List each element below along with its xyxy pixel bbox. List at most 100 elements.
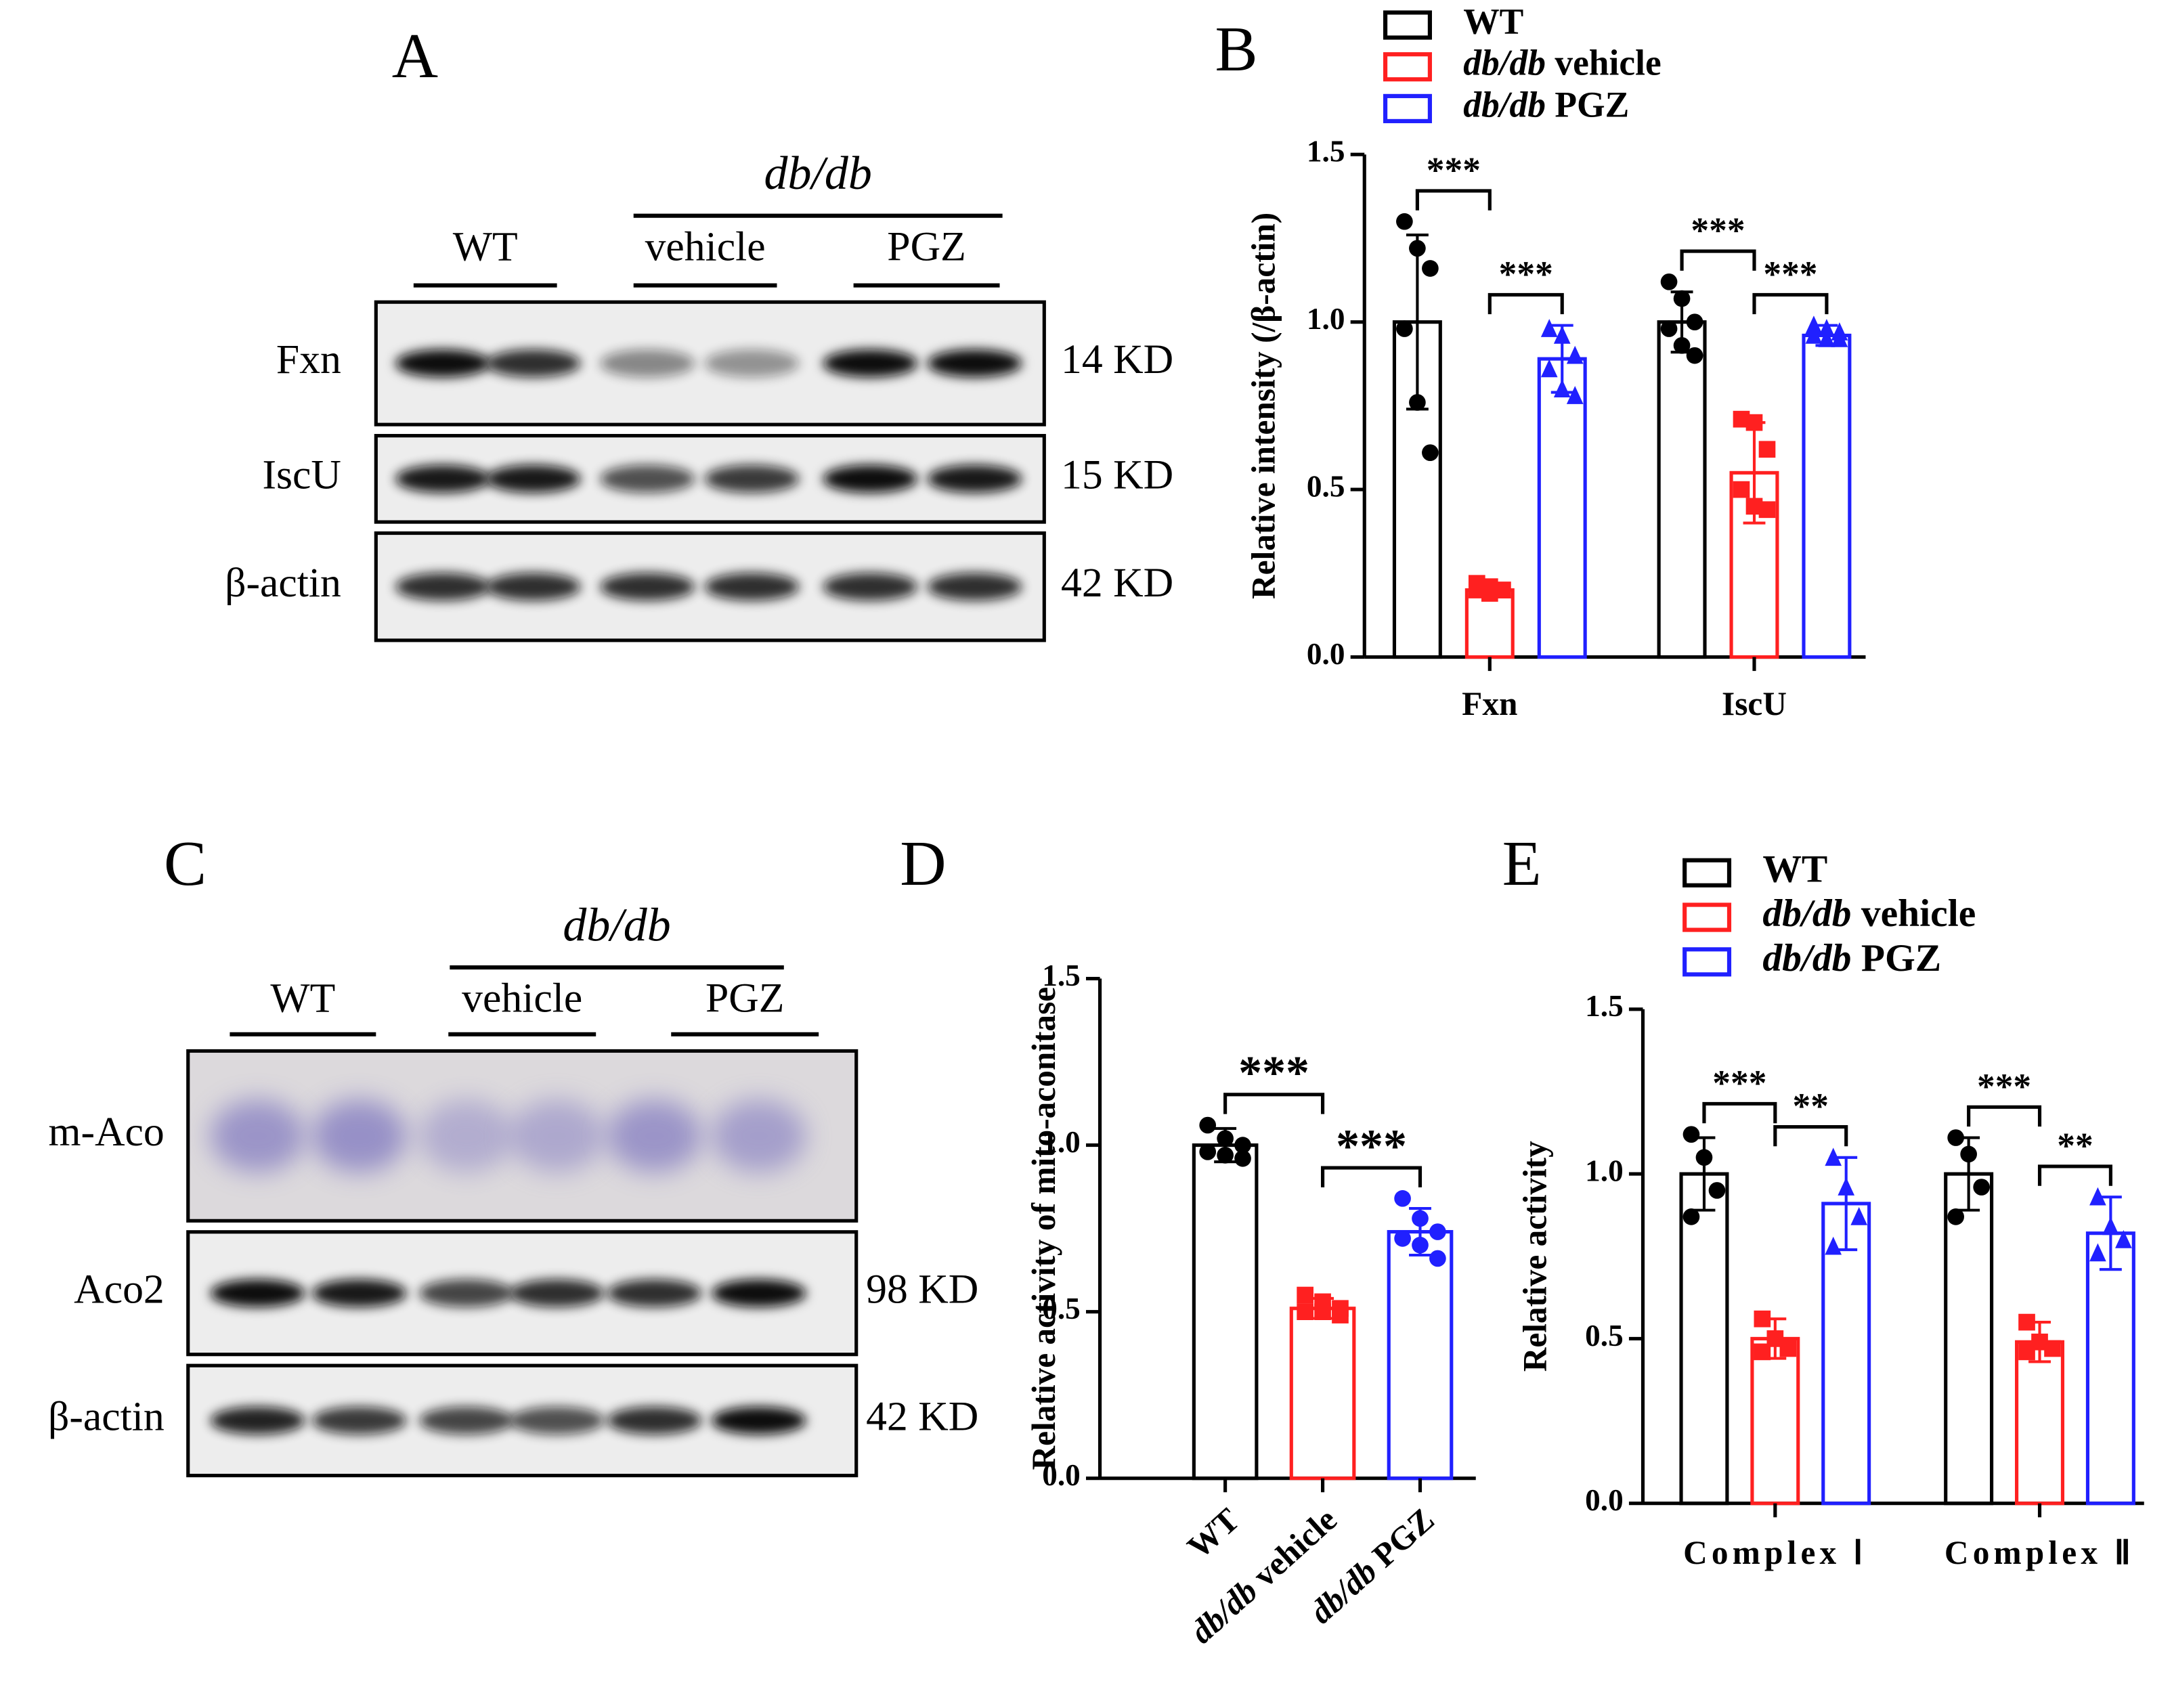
lane-group-label: vehicle xyxy=(645,223,766,269)
data-point xyxy=(1733,481,1750,498)
bar xyxy=(1192,1143,1259,1481)
data-point xyxy=(1818,329,1836,347)
significance-bracket xyxy=(1680,249,1756,271)
data-point xyxy=(1947,1129,1964,1146)
bar xyxy=(1387,1229,1454,1481)
data-point xyxy=(1947,1208,1964,1225)
data-point xyxy=(1494,582,1511,598)
data-point xyxy=(1409,240,1426,257)
row-label: β-actin xyxy=(48,1394,165,1440)
data-point xyxy=(1553,326,1571,344)
blot-band xyxy=(607,1099,702,1173)
y-tick-label: 0.0 xyxy=(1307,637,1345,671)
legend-swatch xyxy=(1682,947,1732,977)
blot-band xyxy=(927,349,1022,378)
significance-label: *** xyxy=(1427,150,1481,191)
data-point xyxy=(1660,320,1678,337)
data-point xyxy=(1409,394,1426,411)
y-tick-label: 1.5 xyxy=(1585,989,1624,1023)
blot-band xyxy=(311,1279,407,1307)
bar xyxy=(1289,1307,1356,1481)
data-point xyxy=(1745,414,1763,431)
x-tick-label: WT xyxy=(1180,1501,1246,1566)
data-point xyxy=(1805,326,1823,344)
blot-band xyxy=(823,464,918,493)
significance-bracket xyxy=(1320,1166,1422,1187)
data-point xyxy=(2018,1313,2035,1331)
x-tick-label: Fxn xyxy=(1462,685,1517,722)
blot-band xyxy=(311,1406,407,1435)
data-point xyxy=(1566,386,1584,404)
blot-band xyxy=(509,1406,605,1435)
legend-swatch xyxy=(1682,902,1732,932)
data-point xyxy=(1422,444,1439,462)
group-label: db/db xyxy=(764,148,872,200)
blot-band xyxy=(395,464,490,493)
y-tick-label: 0.0 xyxy=(1042,1458,1081,1492)
data-point xyxy=(1412,1236,1429,1254)
data-point xyxy=(1297,1303,1313,1320)
y-tick-label: 1.5 xyxy=(1042,959,1081,992)
legend-swatch xyxy=(1383,52,1432,82)
data-point xyxy=(1234,1137,1251,1154)
legend-label: WT xyxy=(1762,848,1827,890)
blot-band xyxy=(600,464,695,493)
panel-letter: A xyxy=(392,21,438,91)
data-point xyxy=(1566,345,1584,364)
blot-band xyxy=(210,1279,305,1307)
size-label: 14 KD xyxy=(1061,336,1173,382)
blot-band xyxy=(823,573,918,601)
lane-group-label: WT xyxy=(453,223,518,269)
data-point xyxy=(1686,347,1703,364)
legend-swatch xyxy=(1383,10,1432,40)
blot-band xyxy=(927,573,1022,601)
legend-label: db/db PGZ xyxy=(1463,85,1629,125)
x-tick-label: IscU xyxy=(1722,685,1787,722)
y-tick-label: 1.0 xyxy=(1585,1154,1624,1187)
lane-group-label: vehicle xyxy=(462,976,582,1022)
blot-band xyxy=(600,349,695,378)
significance-label: *** xyxy=(1238,1047,1309,1099)
significance-label: *** xyxy=(1977,1066,2031,1107)
x-tick-label: Complex Ⅱ xyxy=(1945,1534,2135,1571)
blot-band xyxy=(210,1099,305,1173)
significance-bracket xyxy=(1487,292,1564,315)
blot-band xyxy=(704,349,800,378)
legend-label: db/db vehicle xyxy=(1762,892,1976,935)
data-point xyxy=(1660,273,1678,290)
row-label: IscU xyxy=(262,452,341,498)
significance-label: *** xyxy=(1712,1063,1766,1103)
legend-label: db/db PGZ xyxy=(1762,937,1941,980)
data-point xyxy=(1708,1182,1726,1199)
significance-bracket xyxy=(1702,1101,1777,1124)
significance-bracket xyxy=(2037,1164,2112,1186)
blot-band xyxy=(210,1406,305,1435)
y-tick-label: 0.5 xyxy=(1307,469,1345,503)
y-tick-label: 0.5 xyxy=(1042,1292,1081,1326)
data-point xyxy=(1818,319,1836,337)
data-point xyxy=(1199,1143,1217,1160)
data-point xyxy=(2102,1217,2119,1235)
data-point xyxy=(1412,1210,1429,1227)
significance-bracket xyxy=(1773,1124,1848,1147)
data-point xyxy=(1394,1230,1411,1247)
y-axis-label: Relative activity xyxy=(1517,1141,1554,1372)
y-tick-label: 1.5 xyxy=(1307,135,1345,169)
blot-band xyxy=(419,1099,514,1173)
data-point xyxy=(2044,1340,2061,1357)
y-tick-label: 1.0 xyxy=(1042,1125,1081,1159)
size-label: 15 KD xyxy=(1061,452,1173,498)
blot-band xyxy=(485,464,581,493)
data-point xyxy=(1758,501,1776,519)
blot-band xyxy=(509,1099,605,1173)
data-point xyxy=(1686,313,1703,331)
data-point xyxy=(1422,260,1439,277)
bar xyxy=(1750,1336,1800,1506)
significance-label: *** xyxy=(1499,254,1553,294)
blot-band xyxy=(711,1099,806,1173)
significance-label: *** xyxy=(1336,1120,1407,1173)
lane-group-label: WT xyxy=(270,976,335,1022)
data-point xyxy=(1825,1236,1842,1255)
lane-group-label: PGZ xyxy=(887,223,966,269)
